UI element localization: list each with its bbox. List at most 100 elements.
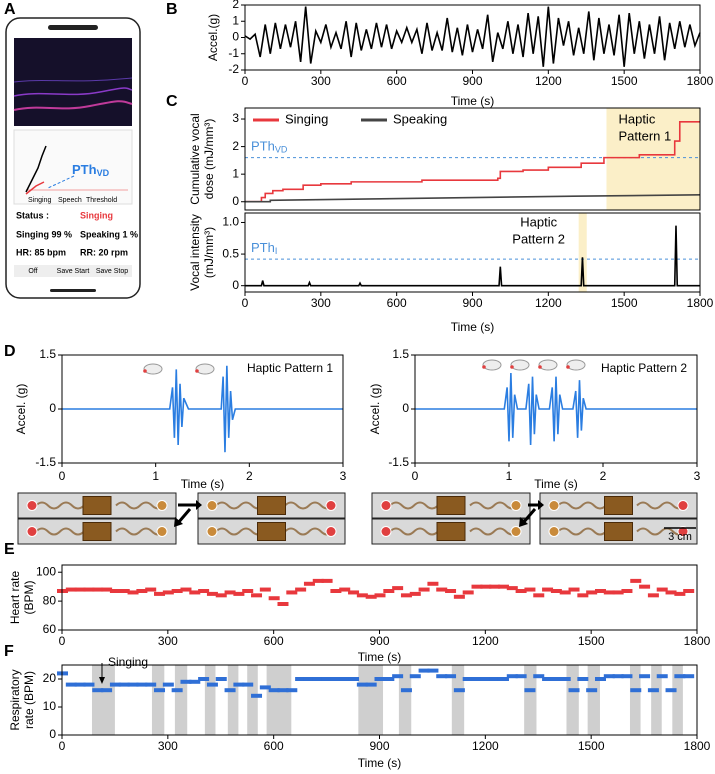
annotation-arrow-head	[98, 677, 105, 684]
haptic-icon	[482, 359, 502, 371]
label-sub: VD	[97, 168, 110, 178]
point	[515, 674, 527, 679]
point	[409, 591, 421, 596]
point	[665, 590, 677, 595]
x-tick-label: 300	[158, 634, 178, 648]
x-tick-label: 3	[340, 469, 347, 483]
point	[489, 584, 501, 589]
device-board	[82, 522, 112, 541]
x-tick-label: 2	[246, 469, 253, 483]
x-axis-label: Time (s)	[358, 756, 402, 770]
point	[259, 587, 271, 592]
point	[180, 679, 192, 684]
point	[374, 593, 386, 598]
button[interactable]: Save Start	[57, 268, 90, 275]
point	[383, 677, 395, 681]
point	[251, 693, 263, 698]
point	[594, 677, 606, 681]
y-tick-label: 0	[232, 30, 239, 44]
point	[251, 593, 263, 598]
y-tick-label: 100	[36, 564, 56, 578]
point	[171, 589, 183, 593]
x-tick-label: 1800	[684, 634, 711, 648]
x-axis-label: Time (s)	[358, 650, 402, 664]
threshold-label: PThI	[251, 241, 277, 257]
shaded-region	[266, 665, 292, 735]
point	[674, 674, 686, 679]
device-board	[82, 496, 112, 515]
y-axis-label: Respiratory	[8, 669, 22, 730]
point	[445, 674, 457, 679]
photo-arrow-head	[519, 517, 528, 527]
photo-strip	[17, 492, 698, 545]
button[interactable]: Save Stop	[96, 268, 128, 275]
haptic-dot	[482, 365, 486, 369]
point	[383, 589, 395, 593]
threshold-label-sub: I	[275, 247, 278, 257]
shaded-region	[91, 665, 115, 735]
point	[330, 677, 342, 681]
point	[242, 589, 254, 593]
point	[603, 590, 615, 595]
x-tick-label: 2	[600, 469, 607, 483]
threshold-label-text: PTh	[251, 139, 275, 154]
point	[533, 674, 545, 679]
point	[533, 593, 545, 598]
x-tick-label: 1500	[578, 634, 605, 648]
point	[233, 591, 245, 596]
point	[639, 584, 651, 589]
mini-speech	[25, 181, 45, 195]
point	[427, 668, 439, 673]
y-tick-label: 0.5	[222, 246, 239, 260]
point	[471, 677, 483, 681]
panel-label: E	[4, 541, 15, 558]
panel-label: C	[166, 93, 178, 110]
haptic-dot	[510, 365, 514, 369]
point	[277, 602, 289, 606]
point	[392, 586, 404, 591]
series-line	[62, 365, 343, 453]
shaded-region	[672, 665, 683, 735]
panel-label: F	[4, 643, 14, 660]
y-tick-label: 1.5	[39, 347, 56, 361]
point	[259, 685, 271, 690]
x-tick-label: 1	[506, 469, 513, 483]
point	[180, 587, 192, 592]
photo-arrow	[521, 508, 537, 524]
point	[639, 674, 651, 679]
plot-frame	[414, 354, 698, 464]
point	[550, 677, 562, 681]
threshold-label-sub: VD	[275, 145, 288, 155]
device-node	[26, 526, 38, 537]
point	[409, 674, 421, 679]
y-tick-label: 80	[43, 593, 57, 607]
y-tick-label: -1	[228, 46, 239, 60]
series-line	[245, 225, 700, 287]
point	[233, 682, 245, 687]
shaded-region	[587, 665, 600, 735]
x-tick-label: 1	[152, 469, 159, 483]
x-tick-label: 0	[242, 296, 249, 310]
shaded-region	[227, 665, 239, 735]
series-line	[415, 372, 697, 446]
point	[189, 590, 201, 595]
x-axis-label: Time (s)	[451, 320, 495, 334]
device-node	[510, 526, 522, 537]
device-node	[677, 526, 689, 537]
button[interactable]: Off	[28, 268, 37, 275]
point	[665, 688, 677, 693]
x-tick-label: 600	[387, 296, 407, 310]
threshold-label: PThVD	[251, 139, 288, 155]
spectrogram-band	[13, 100, 133, 111]
x-tick-label: 900	[369, 739, 389, 753]
point	[612, 674, 624, 679]
point	[268, 688, 280, 693]
point	[568, 688, 580, 693]
point	[339, 677, 351, 681]
point	[312, 677, 324, 681]
point	[524, 587, 536, 592]
point	[400, 688, 412, 693]
haptic-icon	[566, 359, 586, 371]
point	[215, 677, 227, 681]
point	[683, 589, 695, 593]
